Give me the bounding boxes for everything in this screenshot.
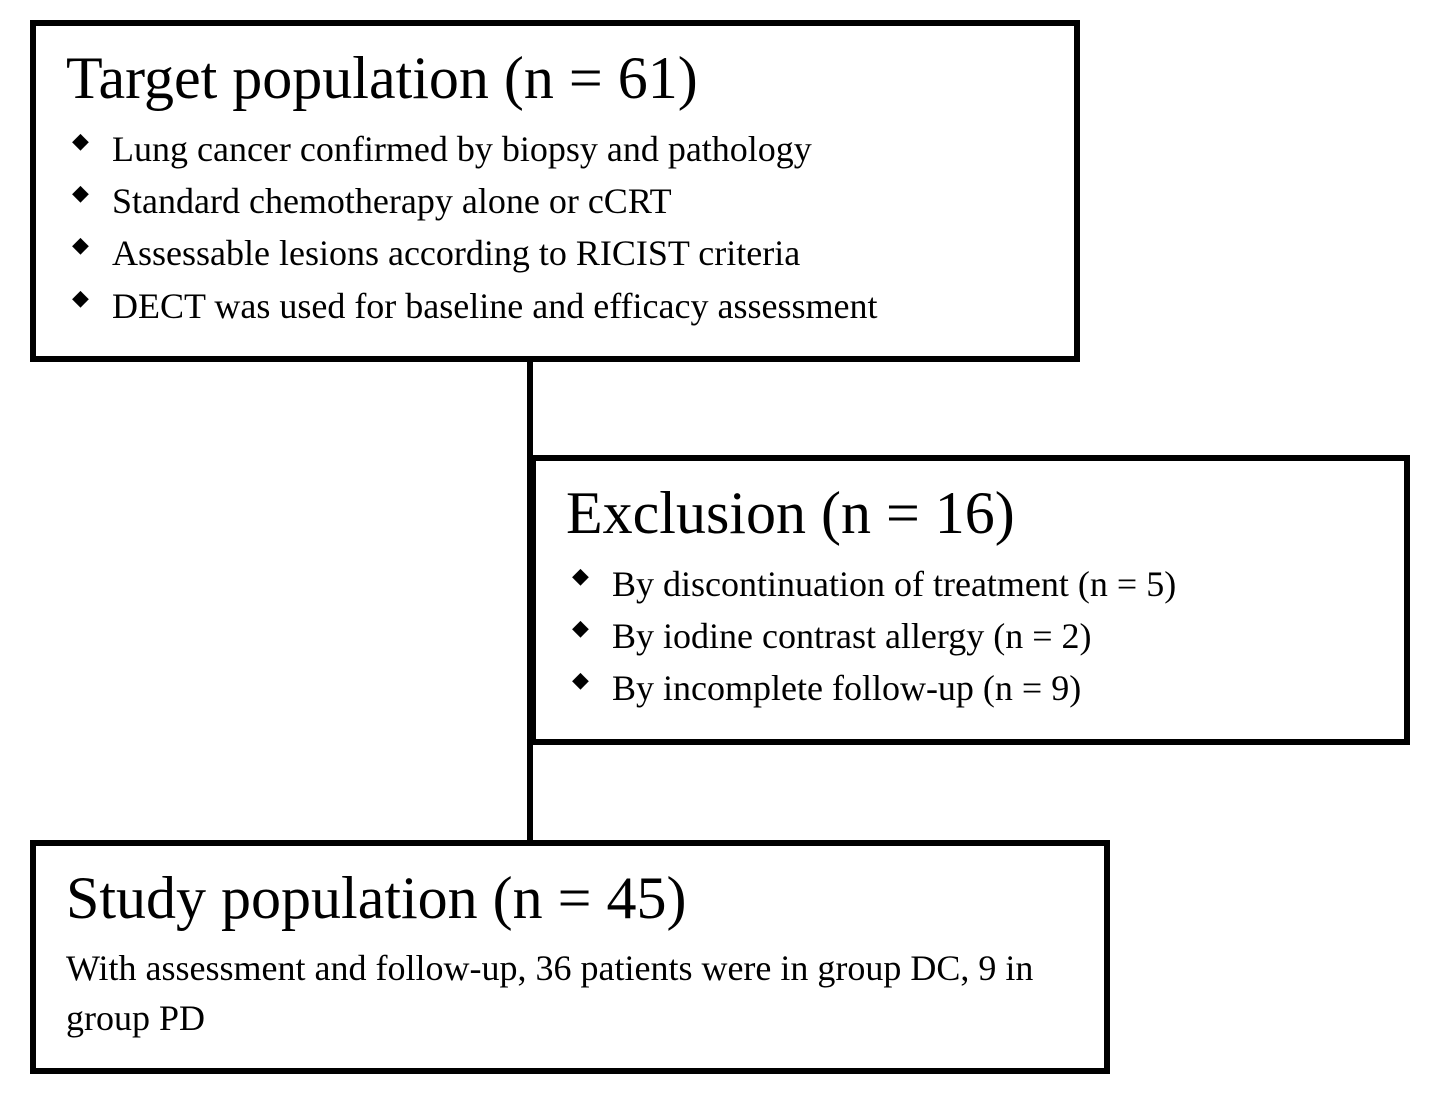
- exclusion-criterion: By iodine contrast allergy (n = 2): [566, 610, 1374, 662]
- flowchart-canvas: Target population (n = 61) Lung cancer c…: [0, 0, 1437, 1106]
- target-criterion: Assessable lesions according to RICIST c…: [66, 227, 1044, 279]
- exclusion-title: Exclusion (n = 16): [566, 479, 1374, 548]
- target-criterion: Lung cancer confirmed by biopsy and path…: [66, 123, 1044, 175]
- target-criterion: Standard chemotherapy alone or cCRT: [66, 175, 1044, 227]
- exclusion-criterion: By incomplete follow-up (n = 9): [566, 662, 1374, 714]
- study-population-node: Study population (n = 45) With assessmen…: [30, 840, 1110, 1074]
- exclusion-criteria-list: By discontinuation of treatment (n = 5) …: [566, 558, 1374, 715]
- study-population-description: With assessment and follow-up, 36 patien…: [66, 943, 1074, 1044]
- exclusion-node: Exclusion (n = 16) By discontinuation of…: [530, 455, 1410, 745]
- target-population-title: Target population (n = 61): [66, 44, 1044, 113]
- target-criterion: DECT was used for baseline and efficacy …: [66, 280, 1044, 332]
- target-population-criteria-list: Lung cancer confirmed by biopsy and path…: [66, 123, 1044, 332]
- exclusion-criterion: By discontinuation of treatment (n = 5): [566, 558, 1374, 610]
- study-population-title: Study population (n = 45): [66, 864, 1074, 933]
- target-population-node: Target population (n = 61) Lung cancer c…: [30, 20, 1080, 362]
